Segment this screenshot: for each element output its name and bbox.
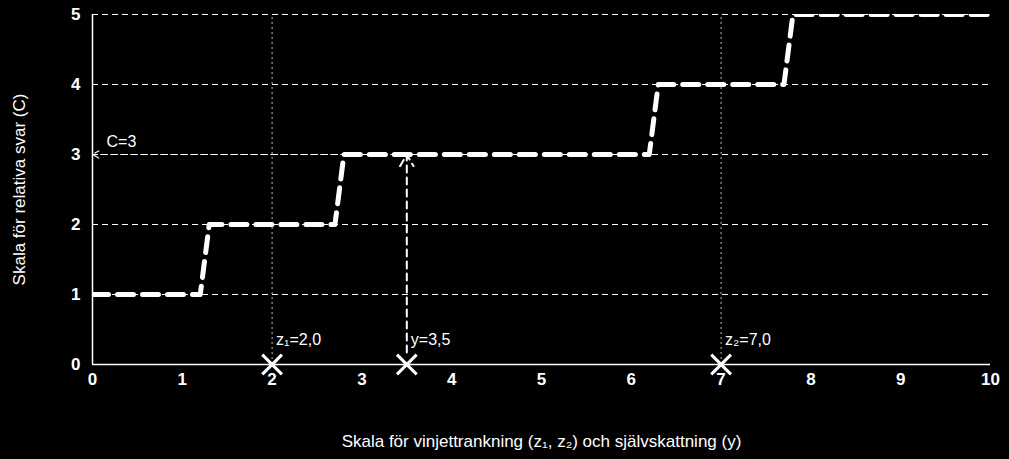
svg-text:9: 9: [896, 370, 905, 389]
svg-text:7: 7: [716, 370, 725, 389]
svg-text:2: 2: [71, 215, 80, 234]
svg-text:0: 0: [71, 355, 80, 374]
svg-text:10: 10: [981, 370, 1000, 389]
svg-text:4: 4: [71, 75, 81, 94]
svg-text:3: 3: [357, 370, 366, 389]
svg-text:0: 0: [88, 370, 97, 389]
svg-text:4: 4: [447, 370, 457, 389]
svg-text:2: 2: [267, 370, 276, 389]
svg-text:8: 8: [806, 370, 815, 389]
svg-text:Skala för relativa svar (C): Skala för relativa svar (C): [10, 94, 29, 286]
svg-text:6: 6: [627, 370, 636, 389]
svg-text:y=3,5: y=3,5: [411, 331, 451, 348]
svg-text:5: 5: [71, 5, 80, 24]
svg-text:C=3: C=3: [107, 133, 137, 150]
svg-text:z₂=7,0: z₂=7,0: [725, 331, 771, 348]
svg-text:3: 3: [71, 145, 80, 164]
svg-text:Skala för vinjettrankning (z₁,: Skala för vinjettrankning (z₁, z₂) och s…: [342, 432, 742, 451]
svg-text:1: 1: [71, 285, 80, 304]
svg-text:1: 1: [178, 370, 187, 389]
svg-text:5: 5: [537, 370, 546, 389]
svg-text:z₁=2,0: z₁=2,0: [276, 331, 321, 348]
